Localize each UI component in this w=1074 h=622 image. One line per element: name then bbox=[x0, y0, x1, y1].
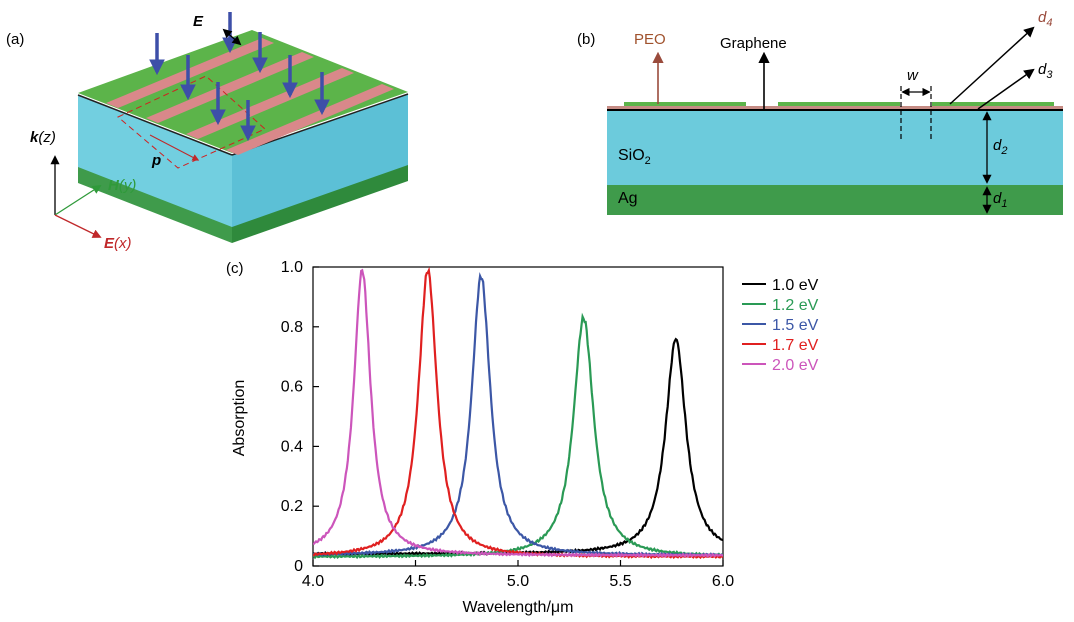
gap-strip bbox=[146, 52, 314, 123]
plot-frame bbox=[312, 266, 724, 567]
legend-label: 1.0 eV bbox=[772, 277, 819, 294]
y-axis-ticks: 0 0.2 0.4 0.6 0.8 1.0 bbox=[281, 259, 319, 575]
peo-layer bbox=[607, 106, 1063, 110]
d3-arrow bbox=[977, 68, 1035, 110]
top-surface bbox=[78, 30, 408, 153]
panel-b-label: (b) bbox=[577, 31, 595, 48]
y-tick-label: 0.4 bbox=[281, 438, 303, 455]
sio2-layer-right bbox=[232, 94, 408, 227]
d4-arrow bbox=[949, 26, 1035, 105]
axis-k-label: k(z) bbox=[30, 129, 56, 146]
series-line bbox=[313, 312, 723, 560]
series-lines bbox=[313, 267, 723, 560]
gap-strip bbox=[186, 68, 354, 139]
sio2-label: SiO2 bbox=[618, 147, 651, 167]
y-tick-label: 0.8 bbox=[281, 319, 303, 336]
d1-label: d1 bbox=[993, 190, 1007, 210]
graphene-label: Graphene bbox=[720, 35, 787, 52]
x-tick-label: 5.5 bbox=[609, 573, 631, 590]
legend-label: 1.5 eV bbox=[772, 317, 819, 334]
panel-b: (b) PEO Graphene w d4 d3 d2 d1 SiO2 Ag bbox=[577, 9, 1063, 215]
legend-label: 2.0 eV bbox=[772, 357, 819, 374]
ag-label: Ag bbox=[618, 190, 638, 207]
y-tick-label: 1.0 bbox=[281, 259, 303, 276]
graphene-ribbon bbox=[932, 102, 1054, 106]
d2-label: d2 bbox=[993, 137, 1007, 157]
unit-cell-outline bbox=[117, 75, 266, 169]
panel-a-label: (a) bbox=[6, 31, 24, 48]
legend-label: 1.2 eV bbox=[772, 297, 819, 314]
x-tick-label: 6.0 bbox=[712, 573, 734, 590]
peo-label: PEO bbox=[634, 31, 666, 48]
period-label: p bbox=[151, 152, 161, 169]
y-tick-label: 0.6 bbox=[281, 379, 303, 396]
panel-c-label: (c) bbox=[226, 260, 244, 277]
y-tick-label: 0.2 bbox=[281, 498, 303, 515]
d3-label: d3 bbox=[1038, 61, 1053, 81]
series-line bbox=[313, 267, 723, 560]
series-line bbox=[313, 272, 723, 558]
graphene-ribbon bbox=[624, 102, 746, 106]
axis-e-label: E(x) bbox=[104, 235, 132, 252]
series-line bbox=[313, 268, 723, 559]
panel-c: (c) 4.0 4.5 5.0 5.5 6.0 0 0.2 0.4 0.6 0.8 1.0 Wav… bbox=[226, 259, 819, 616]
x-axis-label: Wavelength/μm bbox=[463, 599, 574, 616]
x-tick-label: 4.0 bbox=[302, 573, 324, 590]
gap-strip bbox=[106, 38, 274, 108]
polarization-arrow bbox=[222, 28, 242, 46]
field-e-label: E bbox=[193, 13, 204, 30]
gap-strip bbox=[226, 84, 394, 155]
legend-label: 1.7 eV bbox=[772, 337, 819, 354]
axis-e-arrow bbox=[54, 214, 102, 238]
axis-h-arrow bbox=[54, 185, 102, 216]
x-tick-label: 5.0 bbox=[507, 573, 529, 590]
axis-h-label: H(y) bbox=[108, 177, 136, 194]
panel-a: (a) p E bbox=[6, 12, 409, 252]
x-tick-label: 4.5 bbox=[404, 573, 426, 590]
x-axis-ticks: 4.0 4.5 5.0 5.5 6.0 bbox=[302, 560, 734, 590]
legend: 1.0 eV 1.2 eV 1.5 eV 1.7 eV 2.0 eV bbox=[742, 277, 819, 374]
sio2-layer-front bbox=[78, 95, 232, 227]
w-label: w bbox=[907, 67, 919, 84]
y-axis-label: Absorption bbox=[231, 380, 248, 457]
graphene-ribbon bbox=[778, 102, 900, 106]
incident-light-arrows bbox=[149, 12, 330, 142]
layer-boundary bbox=[77, 94, 233, 156]
y-tick-label: 0 bbox=[294, 558, 303, 575]
d4-label: d4 bbox=[1038, 9, 1052, 29]
period-arrow bbox=[149, 134, 200, 161]
